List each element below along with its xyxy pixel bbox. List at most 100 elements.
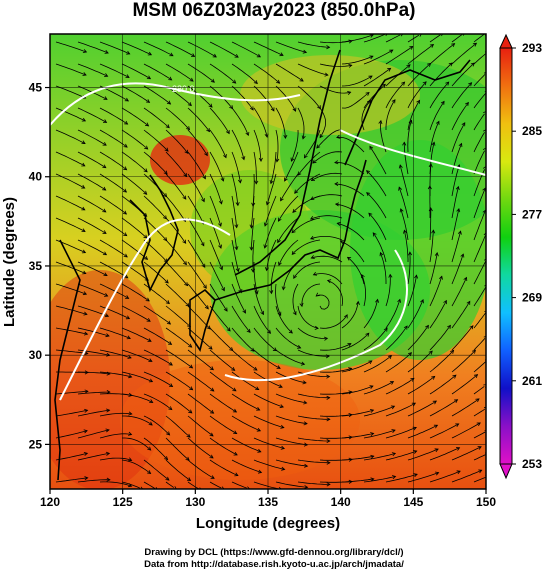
streamline-arrowhead <box>378 119 383 125</box>
streamline-arrowhead <box>123 253 128 258</box>
streamline-arrowhead <box>123 232 128 237</box>
credit-line-2: Data from http://database.rish.kyoto-u.a… <box>144 559 404 570</box>
streamline-arrowhead <box>403 229 407 234</box>
streamline-arrowhead <box>397 298 402 303</box>
streamline <box>99 305 130 319</box>
streamline-arrowhead <box>326 482 331 487</box>
streamline <box>451 253 464 285</box>
streamline <box>231 481 247 489</box>
streamline-arrowhead <box>201 198 205 203</box>
streamline-arrowhead <box>324 72 329 77</box>
streamline <box>403 142 409 175</box>
streamline <box>400 208 409 241</box>
streamline <box>304 129 321 159</box>
streamline <box>275 481 308 488</box>
streamline-arrowhead <box>408 119 413 124</box>
streamline-arrowhead <box>431 375 436 380</box>
streamline-arrowhead <box>369 145 374 150</box>
streamline-arrowhead <box>220 177 225 182</box>
streamline-arrowhead <box>232 387 237 392</box>
streamline-arrowhead <box>258 157 263 162</box>
streamline <box>99 349 132 359</box>
streamline <box>327 280 343 307</box>
streamline <box>55 305 88 315</box>
streamline-arrowhead <box>301 135 306 140</box>
streamline-arrowhead <box>292 208 297 214</box>
streamline <box>187 481 199 489</box>
streamline-arrowhead <box>263 222 268 227</box>
streamline-arrowhead <box>253 366 258 371</box>
streamline <box>143 195 167 220</box>
streamline-arrowhead <box>83 429 88 434</box>
streamline-arrowhead <box>223 307 228 312</box>
streamline <box>473 431 486 439</box>
streamline <box>319 343 352 351</box>
streamline <box>165 283 190 307</box>
streamline <box>99 107 128 125</box>
streamline <box>385 427 417 439</box>
streamline-arrowhead <box>280 197 284 202</box>
streamline-arrowhead <box>278 217 282 222</box>
colorbar-tick-label: 293 <box>522 41 542 55</box>
streamline-arrowhead <box>122 210 128 215</box>
streamline <box>473 74 486 87</box>
streamline-arrowhead <box>450 349 455 354</box>
streamline-arrowhead <box>483 111 486 115</box>
streamline <box>253 481 279 489</box>
streamline-arrowhead <box>389 381 395 385</box>
streamline-arrowhead <box>234 472 239 477</box>
streamline <box>451 398 480 417</box>
streamline-arrowhead <box>429 43 435 48</box>
streamline <box>209 327 233 351</box>
streamline <box>121 129 148 150</box>
streamline <box>209 129 227 158</box>
streamline <box>55 327 88 335</box>
streamline-arrowhead <box>84 476 89 481</box>
streamline <box>231 437 261 453</box>
streamline-arrowhead <box>385 34 388 36</box>
streamline <box>209 85 233 109</box>
streamline <box>404 230 409 262</box>
streamline-arrowhead <box>379 251 384 257</box>
streamline <box>297 107 305 139</box>
streamline-arrowhead <box>247 486 251 489</box>
streamline <box>165 393 193 414</box>
streamline <box>429 230 434 263</box>
streamline-arrowhead <box>473 374 479 379</box>
streamline <box>251 195 255 228</box>
streamline <box>209 63 236 84</box>
streamline <box>407 350 433 373</box>
streamline-arrowhead <box>208 345 213 350</box>
streamline <box>121 239 148 260</box>
streamline <box>55 261 86 274</box>
streamline <box>266 239 277 271</box>
streamline <box>278 239 299 266</box>
streamline-arrowhead <box>105 333 110 338</box>
streamline <box>121 459 151 474</box>
streamline-arrowhead <box>409 46 414 50</box>
streamline <box>407 376 435 395</box>
streamline <box>253 415 284 428</box>
streamline-arrowhead <box>127 431 133 436</box>
streamline <box>312 151 343 164</box>
streamline-arrowhead <box>122 188 128 193</box>
streamline <box>165 151 187 177</box>
streamline <box>231 63 258 84</box>
streamline <box>473 113 485 131</box>
streamline-arrowhead <box>314 325 319 330</box>
streamline-arrowhead <box>256 53 262 58</box>
streamline <box>77 195 107 213</box>
streamline-arrowhead <box>302 380 307 385</box>
streamline <box>385 473 418 483</box>
streamline-arrowhead <box>188 343 193 348</box>
streamline <box>473 235 486 263</box>
streamline-arrowhead <box>184 149 189 154</box>
streamline <box>143 481 156 489</box>
streamline-arrowhead <box>234 54 239 58</box>
streamline-arrowhead <box>391 475 397 480</box>
streamline <box>451 231 461 263</box>
streamline <box>143 151 168 175</box>
streamline-arrowhead <box>288 329 293 334</box>
streamline <box>99 481 132 487</box>
